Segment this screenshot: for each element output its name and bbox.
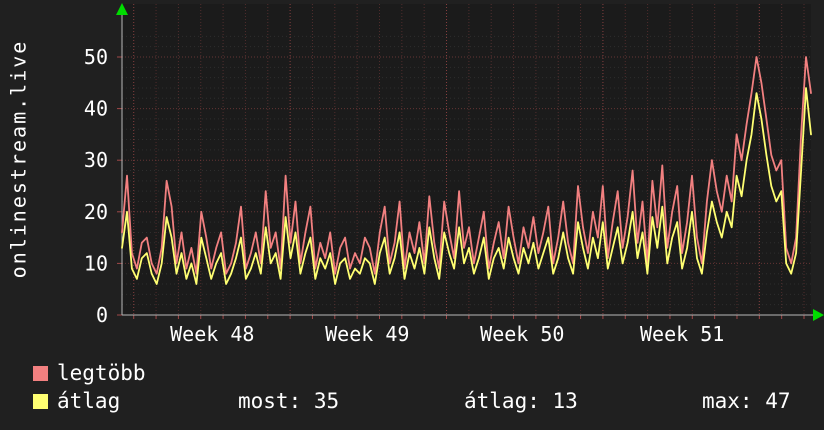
svg-text:Week 49: Week 49 <box>325 322 409 346</box>
svg-text:30: 30 <box>84 148 108 172</box>
stat-most-value: 35 <box>313 389 340 413</box>
legend-row-legtobb: legtöbb <box>33 361 146 385</box>
stat-max-label: max: <box>702 389 753 413</box>
stat-atlag: átlag: 13 <box>464 389 578 413</box>
svg-text:Week 51: Week 51 <box>640 322 724 346</box>
legend-swatch-atlag <box>33 393 48 409</box>
series-line-legtobb <box>121 56 812 275</box>
svg-text:40: 40 <box>84 97 108 121</box>
svg-text:20: 20 <box>84 200 108 224</box>
legend-label-legtobb: legtöbb <box>57 361 146 385</box>
svg-text:Week 48: Week 48 <box>170 322 254 346</box>
stat-atlag-label: átlag: <box>464 389 540 413</box>
stat-max: max: 47 <box>702 389 791 413</box>
svg-text:0: 0 <box>96 303 108 327</box>
legend-label-atlag: átlag <box>57 389 121 413</box>
stat-most: most: 35 <box>238 389 339 413</box>
legend-swatch-legtobb <box>33 365 48 381</box>
stat-most-label: most: <box>238 389 302 413</box>
series-line-atlag <box>121 87 812 285</box>
stat-max-value: 47 <box>765 389 791 413</box>
stat-atlag-value: 13 <box>552 389 578 413</box>
svg-text:10: 10 <box>84 251 108 275</box>
svg-text:Week 50: Week 50 <box>480 322 564 346</box>
svg-text:50: 50 <box>84 45 108 69</box>
time-series-chart: 0 10 20 30 40 50 Week 48 Week 49 Week 50 Week 51 <box>84 3 824 346</box>
legend-row-atlag: átlag most: 35 átlag: 13 max: 47 <box>33 389 791 413</box>
